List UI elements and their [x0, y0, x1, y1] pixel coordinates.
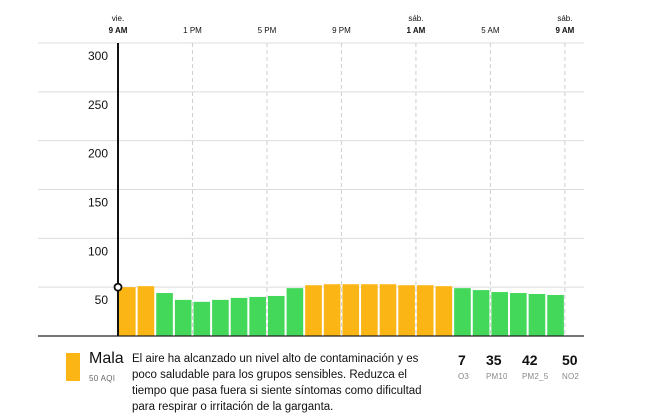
aqi-bar: [286, 288, 304, 336]
pollutant-value: 50: [562, 352, 578, 368]
aqi-bar: [212, 299, 229, 336]
pollutant-pm10: 35 PM10: [486, 351, 508, 381]
y-tick-label: 300: [88, 49, 108, 63]
aqi-bar: [472, 290, 490, 336]
aqi-value: 50 AQI: [89, 374, 116, 383]
aqi-bar: [416, 285, 434, 336]
pollutant-name: PM2_5: [522, 372, 549, 381]
y-tick-label: 200: [88, 147, 108, 161]
aqi-bar: [528, 294, 546, 336]
level-color-swatch: [66, 353, 80, 381]
x-tick-day-label: sáb.: [557, 14, 572, 23]
pollutant-no2: 50 NO2: [562, 351, 579, 381]
x-tick-label: 5 AM: [481, 26, 500, 35]
pollutant-o3: 7 O3: [458, 351, 469, 381]
health-message: El aire ha alcanzado un nivel alto de co…: [132, 353, 422, 413]
x-tick-label: 5 PM: [258, 26, 277, 35]
aqi-bar: [193, 301, 211, 336]
y-tick-label: 250: [88, 98, 108, 112]
y-tick-label: 50: [95, 293, 109, 307]
aqi-bar: [435, 286, 453, 336]
aqi-bar: [398, 285, 415, 336]
aqi-bar: [174, 299, 192, 336]
x-tick-label: 1 PM: [183, 26, 202, 35]
pollutant-value: 35: [486, 352, 502, 368]
pollutant-name: PM10: [486, 372, 508, 381]
aqi-bar: [267, 295, 285, 336]
aqi-bar: [249, 296, 266, 336]
aqi-bar: [156, 293, 173, 336]
x-tick-day-label: vie.: [112, 14, 124, 23]
aqi-bar: [342, 284, 360, 336]
pollutant-value: 7: [458, 352, 466, 368]
aqi-bar: [323, 284, 341, 336]
aqi-bar: [305, 285, 322, 336]
current-value-marker: [113, 282, 123, 292]
aqi-bar: [510, 293, 527, 336]
x-tick-label: 9 AM: [109, 26, 128, 35]
pollutant-name: O3: [458, 372, 470, 381]
x-tick-label: 1 AM: [407, 26, 426, 35]
aqi-bar: [119, 287, 136, 336]
aqi-summary: Mala 50 AQI El aire ha alcanzado un nive…: [0, 345, 650, 417]
y-tick-label: 100: [88, 244, 108, 258]
aqi-bar: [379, 284, 397, 336]
aqi-bar-chart: vie. 9 AM 1 PM 5 PM 9 PM sáb. 1 AM 5 AM sáb. 9 AM…: [38, 14, 584, 337]
y-tick-label: 150: [88, 196, 108, 210]
aqi-bar: [454, 288, 471, 336]
x-tick-label: 9 PM: [332, 26, 351, 35]
aqi-bar: [547, 294, 564, 336]
aqi-bar: [491, 292, 509, 336]
aqi-bar: [137, 286, 155, 336]
air-quality-level: Mala: [89, 350, 124, 367]
aqi-bar: [230, 297, 248, 336]
x-tick-label: 9 AM: [555, 26, 574, 35]
aqi-bar: [361, 284, 378, 336]
pollutant-name: NO2: [562, 372, 580, 381]
pollutant-value: 42: [522, 352, 538, 368]
x-tick-day-label: sáb.: [408, 14, 423, 23]
pollutant-pm2-5: 42 PM2_5: [522, 351, 548, 381]
